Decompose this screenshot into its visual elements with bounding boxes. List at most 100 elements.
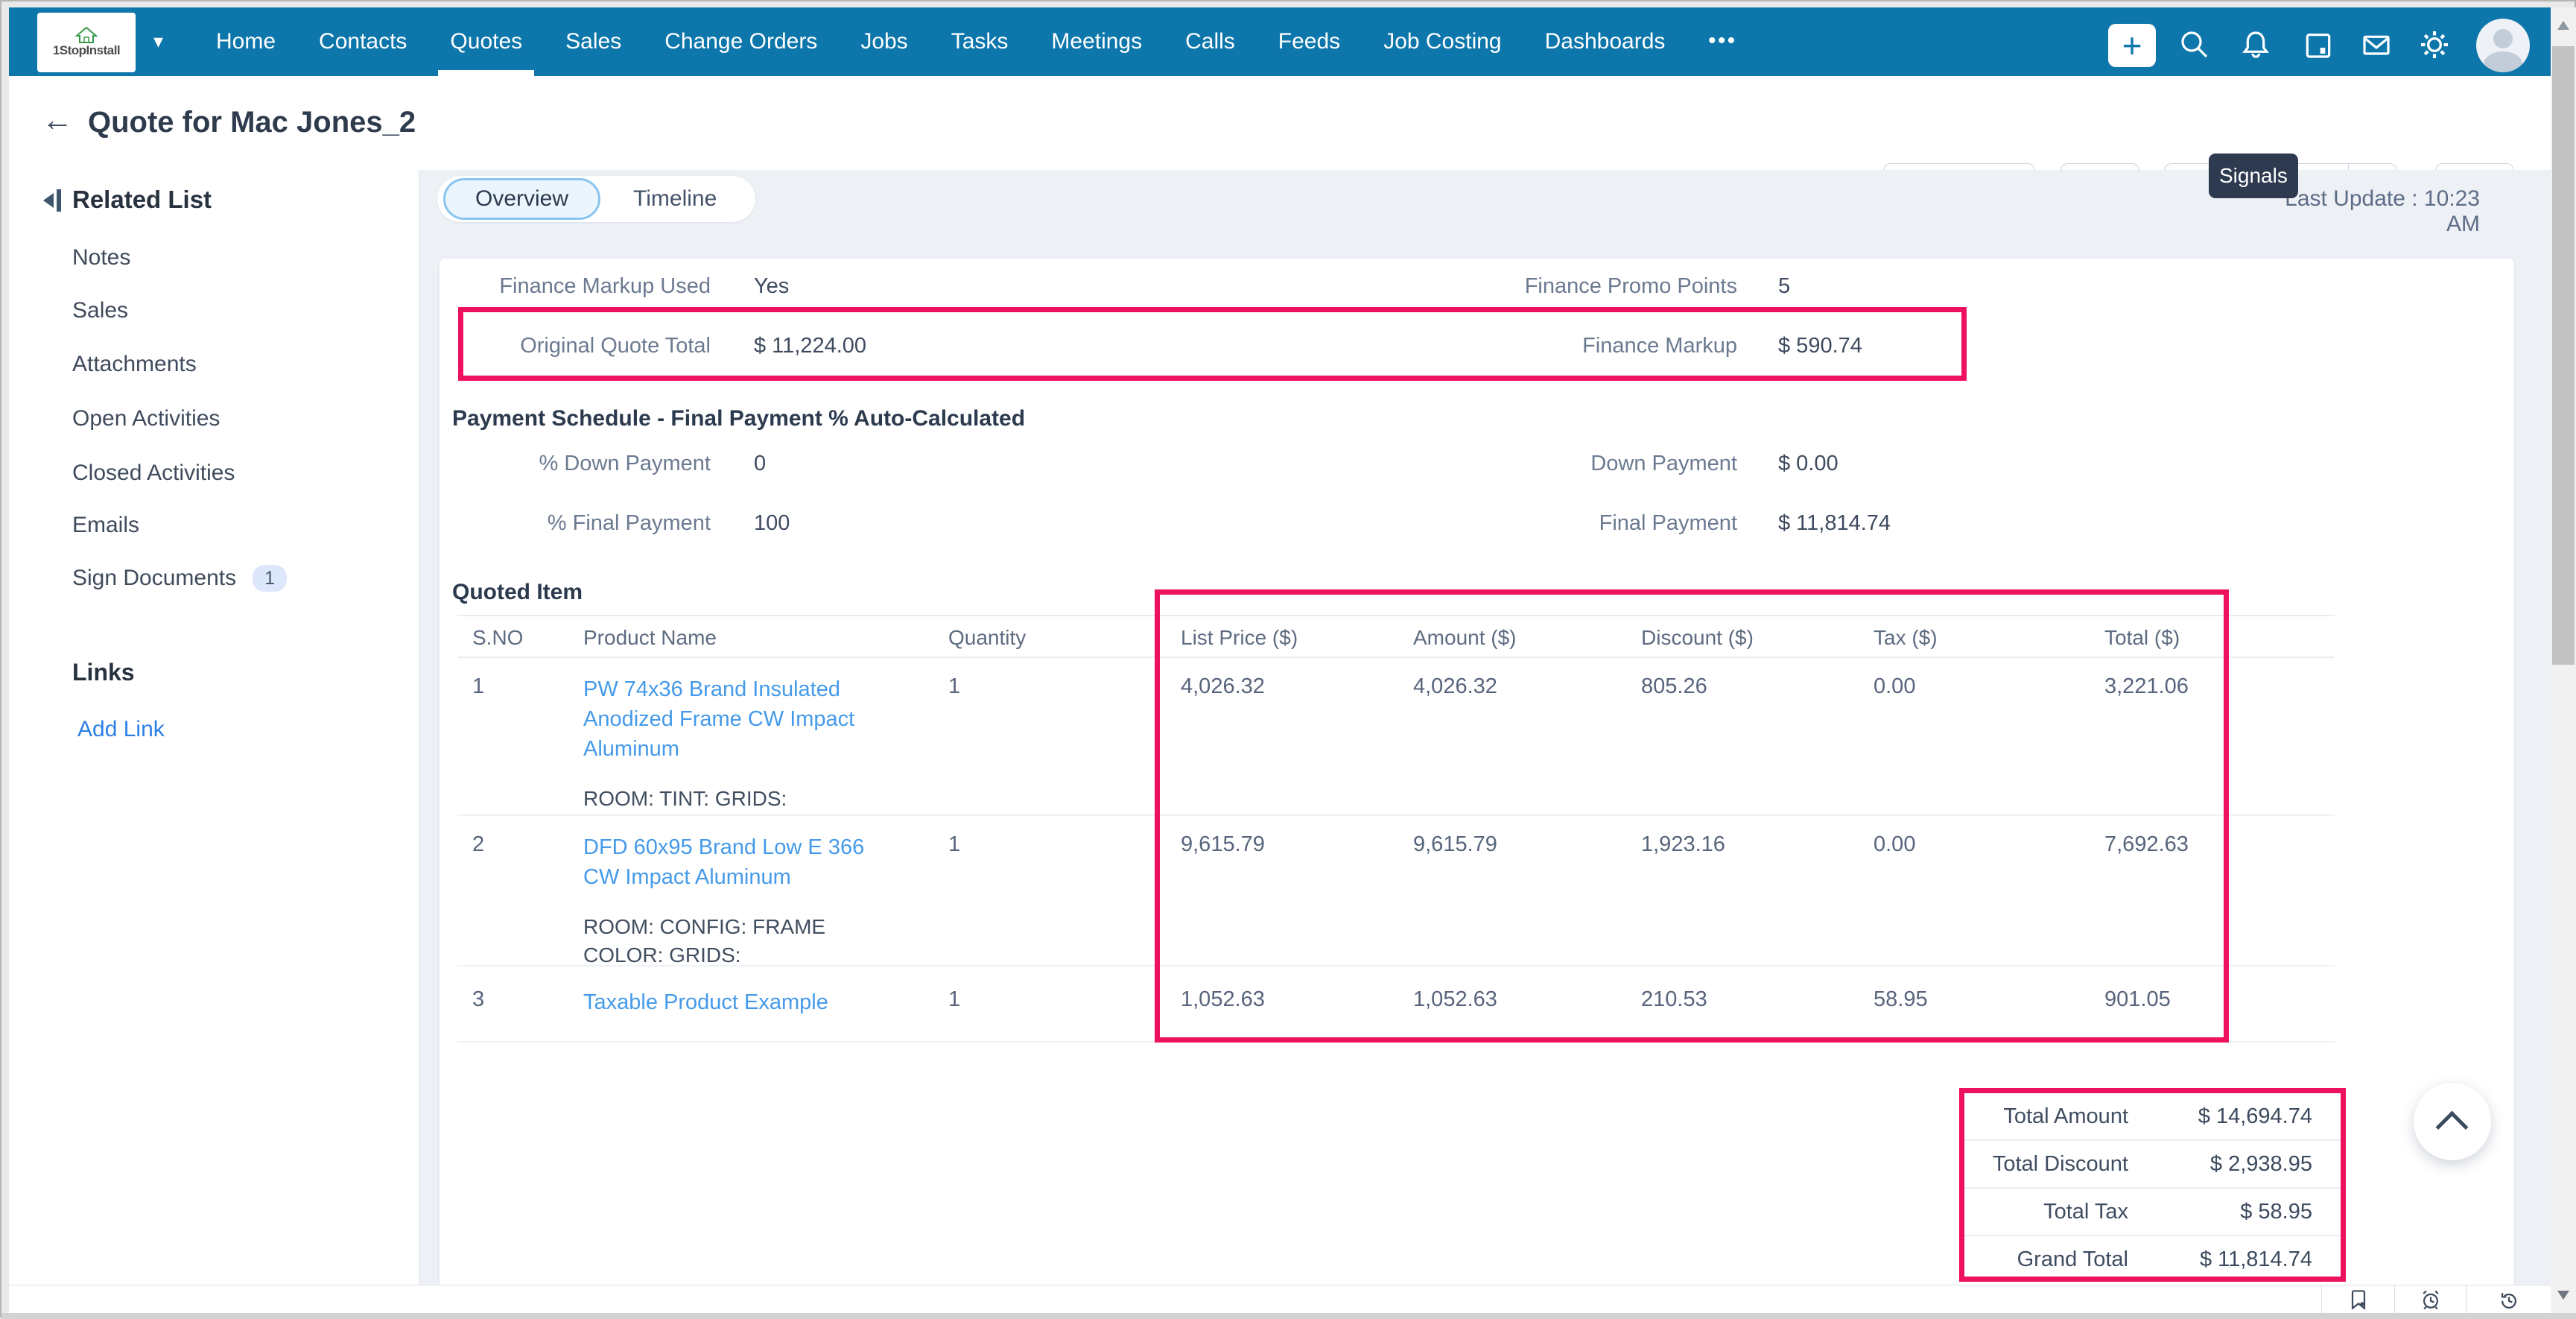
mail-icon[interactable]	[2358, 27, 2394, 63]
row2-quantity: 1	[948, 832, 961, 856]
grand-total-row: Grand Total $ 11,814.74	[1964, 1235, 2341, 1282]
brand-logo[interactable]: 1StopInstall	[37, 13, 136, 72]
nav-more-icon[interactable]: •••	[1708, 28, 1737, 51]
sidebar-item-open-activities[interactable]: Open Activities	[72, 406, 221, 431]
chevron-up-icon	[2435, 1110, 2469, 1144]
row2-total: 7,692.63	[2104, 832, 2189, 856]
totals-summary: Total Amount $ 14,694.74 Total Discount …	[1964, 1093, 2341, 1282]
row3-total: 901.05	[2104, 987, 2171, 1011]
links-section-title: Links	[72, 659, 135, 686]
notifications-bell-icon[interactable]	[2238, 27, 2274, 63]
window-bottom-edge	[1, 1313, 2576, 1319]
nav-item-change-orders[interactable]: Change Orders	[664, 29, 818, 54]
col-total: Total ($)	[2104, 626, 2180, 649]
nav-item-home[interactable]: Home	[216, 29, 276, 54]
bottom-utility-bar	[9, 1285, 2551, 1314]
nav-item-feeds[interactable]: Feeds	[1278, 29, 1341, 54]
row1-list-price: 4,026.32	[1181, 674, 1265, 698]
scrollbar-down-arrow-icon[interactable]	[2557, 1291, 2569, 1300]
quick-create-button[interactable]: +	[2108, 24, 2156, 67]
nav-item-sales[interactable]: Sales	[565, 29, 622, 54]
nav-item-tasks[interactable]: Tasks	[951, 29, 1009, 54]
down-payment-label: Down Payment	[1590, 452, 1737, 475]
row1-product-link[interactable]: PW 74x36 Brand Insulated Anodized Frame …	[583, 677, 855, 761]
sidebar-item-closed-activities[interactable]: Closed Activities	[72, 461, 235, 485]
bookmark-icon	[2351, 1290, 2366, 1310]
down-payment-value: $ 0.00	[1778, 452, 1839, 475]
sidebar-collapse-icon[interactable]	[43, 189, 66, 212]
nav-item-meetings[interactable]: Meetings	[1051, 29, 1143, 54]
sticky-notes-button[interactable]	[2321, 1285, 2395, 1314]
row3-tax: 58.95	[1874, 987, 1928, 1011]
sidebar-item-emails[interactable]: Emails	[72, 513, 140, 537]
avatar-body	[2484, 51, 2522, 72]
nav-item-dashboards[interactable]: Dashboards	[1544, 29, 1666, 54]
last-update-text: Last Update : 10:23 AM	[2285, 186, 2480, 236]
sidebar-item-attachments[interactable]: Attachments	[72, 352, 197, 376]
recent-items-button[interactable]	[2466, 1285, 2551, 1314]
tab-overview[interactable]: Overview	[443, 178, 601, 220]
sidebar-item-notes[interactable]: Notes	[72, 245, 131, 270]
row2-amount: 9,615.79	[1413, 832, 1497, 856]
quoted-items-table: S.NO Product Name Quantity List Price ($…	[457, 615, 2335, 1043]
nav-item-jobs[interactable]: Jobs	[860, 29, 908, 54]
total-amount-row: Total Amount $ 14,694.74	[1964, 1093, 2341, 1139]
view-tabs: Overview Timeline	[437, 176, 756, 222]
row2-product-cell: DFD 60x95 Brand Low E 366 CW Impact Alum…	[583, 816, 890, 970]
original-quote-total-label: Original Quote Total	[520, 334, 711, 358]
brand-caret-icon[interactable]: ▾	[153, 30, 164, 52]
sidebar-item-sales[interactable]: Sales	[72, 298, 129, 323]
plus-icon: +	[2122, 26, 2142, 65]
scrollbar-up-arrow-icon[interactable]	[2557, 21, 2569, 30]
window-scrollbar[interactable]	[2551, 7, 2576, 1313]
row2-sno: 2	[472, 832, 485, 856]
total-tax-row: Total Tax $ 58.95	[1964, 1187, 2341, 1235]
row1-discount: 805.26	[1641, 674, 1707, 698]
scrollbar-thumb[interactable]	[2552, 46, 2575, 665]
total-discount-label: Total Discount	[1992, 1151, 2128, 1176]
total-discount-row: Total Discount $ 2,938.95	[1964, 1139, 2341, 1187]
back-arrow-icon[interactable]: ←	[42, 102, 73, 137]
grand-total-label: Grand Total	[2017, 1247, 2128, 1271]
finance-promo-points-value: 5	[1778, 274, 1791, 298]
nav-item-quotes[interactable]: Quotes	[438, 7, 534, 76]
row2-product-link[interactable]: DFD 60x95 Brand Low E 366 CW Impact Alum…	[583, 835, 865, 889]
related-list-sidebar: Related List Notes Sales Attachments Ope…	[9, 170, 419, 1285]
field-row-original-quote-total: Original Quote Total $ 11,224.00 Finance…	[440, 329, 2514, 362]
nav-item-job-costing[interactable]: Job Costing	[1383, 29, 1502, 54]
table-row: 3 Taxable Product Example 1 1,052.63 1,0…	[457, 967, 2335, 1043]
add-link-button[interactable]: Add Link	[77, 717, 165, 741]
reminders-button[interactable]	[2394, 1285, 2466, 1314]
page-header: ← Quote for Mac Jones_2 Convert ▾ Edit S…	[9, 76, 2551, 214]
sign-documents-count-badge: 1	[253, 565, 288, 592]
col-tax: Tax ($)	[1874, 626, 1938, 649]
row1-amount: 4,026.32	[1413, 674, 1497, 698]
sidebar-item-sign-documents[interactable]: Sign Documents 1	[72, 562, 288, 595]
table-row: 2 DFD 60x95 Brand Low E 366 CW Impact Al…	[457, 816, 2335, 967]
nav-item-calls[interactable]: Calls	[1185, 29, 1235, 54]
row3-product-link[interactable]: Taxable Product Example	[583, 990, 828, 1014]
grand-total-value: $ 11,814.74	[2199, 1247, 2312, 1271]
total-discount-value: $ 2,938.95	[2209, 1151, 2312, 1176]
tab-timeline[interactable]: Timeline	[633, 186, 717, 211]
table-row: 1 PW 74x36 Brand Insulated Anodized Fram…	[457, 658, 2335, 816]
calendar-icon[interactable]	[2300, 27, 2336, 63]
row3-discount: 210.53	[1641, 987, 1707, 1011]
top-nav: 1StopInstall ▾ Home Contacts Quotes Sale…	[9, 7, 2551, 76]
sign-documents-label: Sign Documents	[72, 566, 237, 590]
finance-promo-points-label: Finance Promo Points	[1524, 274, 1737, 298]
settings-gear-icon[interactable]	[2416, 26, 2453, 63]
total-tax-label: Total Tax	[2043, 1199, 2128, 1224]
total-amount-value: $ 14,694.74	[2198, 1104, 2312, 1128]
brand-name: 1StopInstall	[52, 43, 121, 57]
finance-markup-label: Finance Markup	[1582, 334, 1737, 358]
scroll-to-top-button[interactable]	[2414, 1083, 2491, 1160]
avatar-head	[2493, 29, 2513, 48]
row3-quantity: 1	[948, 987, 961, 1011]
nav-item-contacts[interactable]: Contacts	[319, 29, 407, 54]
row3-amount: 1,052.63	[1413, 987, 1497, 1011]
search-icon[interactable]	[2177, 27, 2212, 63]
row2-product-specs: ROOM: CONFIG: FRAME COLOR: GRIDS:	[583, 915, 826, 967]
quoted-item-heading: Quoted Item	[452, 580, 583, 604]
user-avatar[interactable]	[2476, 19, 2530, 72]
